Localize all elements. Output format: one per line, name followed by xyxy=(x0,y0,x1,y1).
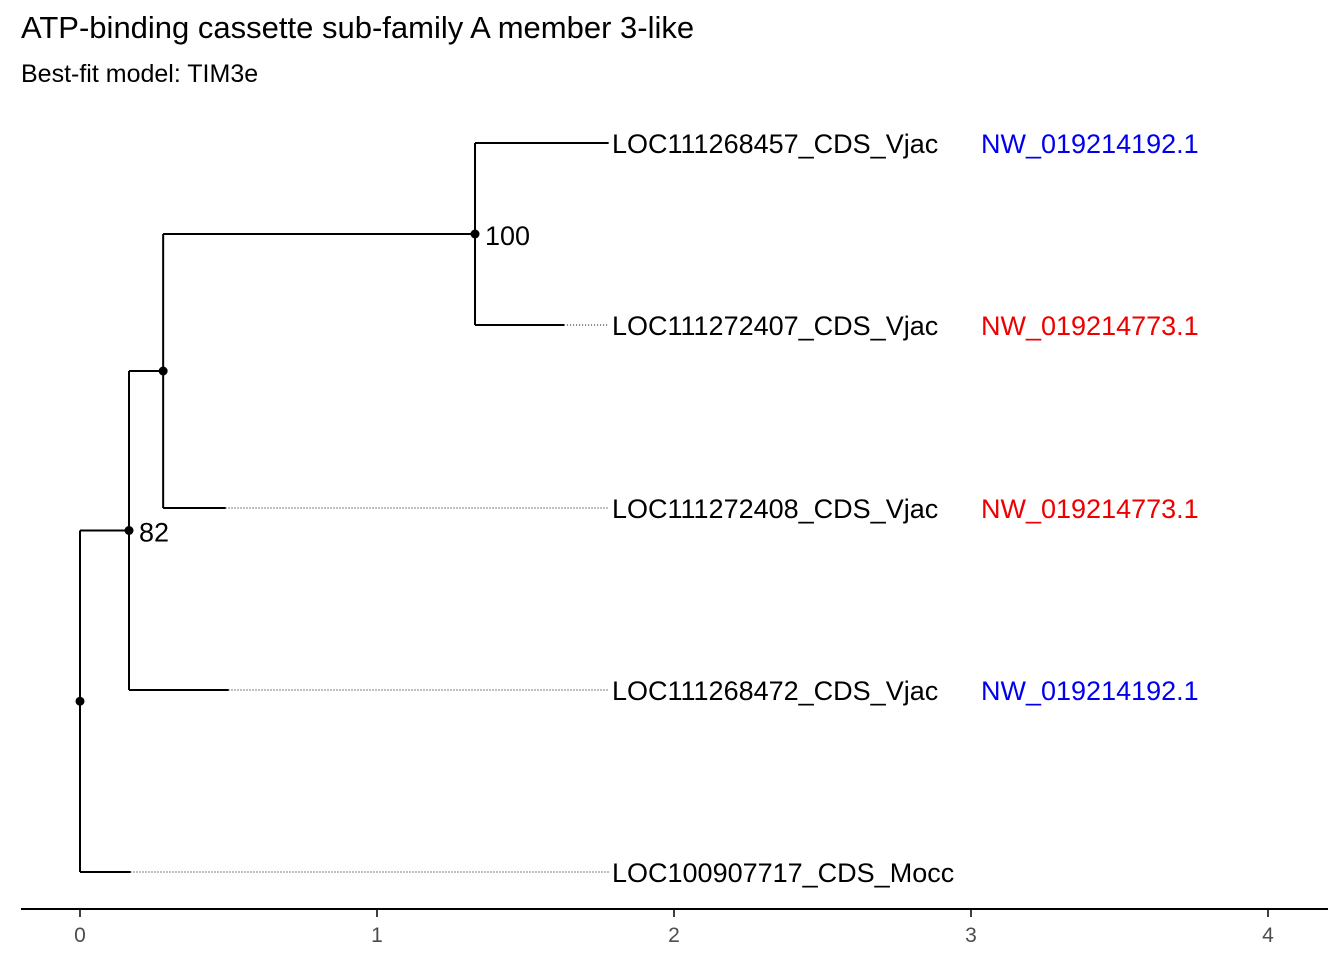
x-axis-tick-label: 2 xyxy=(668,924,680,947)
tree-nodes xyxy=(75,229,480,706)
tip-label: LOC111268472_CDS_Vjac xyxy=(612,676,938,706)
x-axis-tick-label: 0 xyxy=(74,924,86,947)
contig-label: NW_019214192.1 xyxy=(981,129,1199,159)
internal-node-point xyxy=(158,366,168,376)
support-values: 82 100 xyxy=(139,221,530,548)
tip-label: LOC111272407_CDS_Vjac xyxy=(612,311,938,341)
x-axis-tick-label: 1 xyxy=(371,924,383,947)
contig-label: NW_019214773.1 xyxy=(981,494,1199,524)
internal-node-point xyxy=(470,229,480,239)
tip-label: LOC100907717_CDS_Mocc xyxy=(612,858,954,888)
tree-title: ATP-binding cassette sub-family A member… xyxy=(21,10,695,45)
x-axis-tick-label: 4 xyxy=(1262,924,1274,947)
tip-labels: LOC111268457_CDS_Vjac NW_019214192.1 LOC11… xyxy=(612,129,1199,888)
contig-label: NW_019214192.1 xyxy=(981,676,1199,706)
tip-guide-lines xyxy=(130,324,609,873)
x-axis-tick-label: 3 xyxy=(965,924,977,947)
tip-label: LOC111268457_CDS_Vjac xyxy=(612,129,938,159)
contig-label: NW_019214773.1 xyxy=(981,311,1199,341)
internal-node-point xyxy=(124,526,134,535)
support-value: 82 xyxy=(139,518,169,548)
tree-subtitle: Best-fit model: TIM3e xyxy=(21,60,259,88)
tip-label: LOC111272408_CDS_Vjac xyxy=(612,494,938,524)
support-value: 100 xyxy=(485,221,530,251)
x-axis: 0 1 2 3 4 xyxy=(21,908,1328,947)
internal-node-point xyxy=(75,696,85,706)
